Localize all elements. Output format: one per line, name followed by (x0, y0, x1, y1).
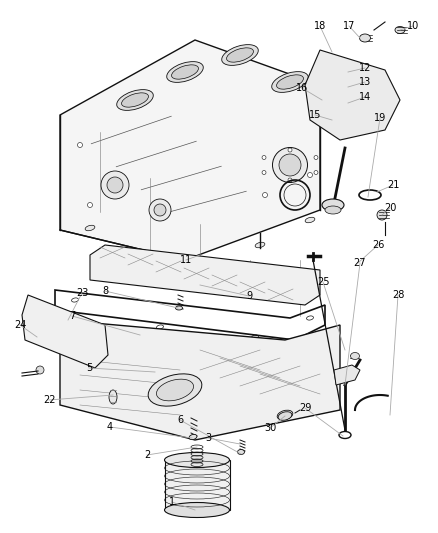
Polygon shape (60, 320, 340, 440)
Text: 10: 10 (407, 21, 419, 31)
Polygon shape (60, 40, 320, 260)
Ellipse shape (340, 87, 366, 113)
Text: 2: 2 (144, 450, 150, 460)
Ellipse shape (272, 148, 307, 182)
Ellipse shape (348, 95, 358, 105)
Ellipse shape (255, 243, 265, 248)
Ellipse shape (314, 156, 318, 159)
Ellipse shape (322, 199, 344, 211)
Text: 27: 27 (354, 258, 366, 268)
Ellipse shape (226, 48, 254, 62)
Ellipse shape (328, 86, 333, 91)
Ellipse shape (288, 148, 292, 152)
Text: 25: 25 (317, 277, 329, 287)
Text: 3: 3 (205, 433, 211, 443)
Polygon shape (22, 295, 108, 368)
Ellipse shape (350, 352, 360, 359)
Ellipse shape (117, 90, 153, 110)
Polygon shape (90, 245, 320, 305)
Text: 14: 14 (359, 92, 371, 102)
Polygon shape (165, 460, 230, 510)
Ellipse shape (277, 410, 293, 420)
Ellipse shape (148, 374, 202, 406)
Ellipse shape (32, 318, 38, 322)
Ellipse shape (176, 306, 183, 310)
Text: 1: 1 (169, 497, 175, 507)
Ellipse shape (154, 204, 166, 216)
Ellipse shape (88, 203, 92, 207)
Text: 11: 11 (180, 255, 192, 265)
Ellipse shape (135, 249, 145, 255)
Text: 8: 8 (102, 286, 108, 296)
Ellipse shape (172, 65, 198, 79)
Polygon shape (334, 365, 360, 385)
Text: 17: 17 (343, 21, 355, 31)
Text: 20: 20 (384, 203, 396, 213)
Text: 29: 29 (299, 403, 311, 413)
Text: 30: 30 (264, 423, 276, 433)
Ellipse shape (328, 109, 333, 114)
Ellipse shape (107, 177, 123, 193)
Ellipse shape (307, 173, 312, 177)
Text: 18: 18 (314, 21, 326, 31)
Ellipse shape (122, 93, 148, 107)
Ellipse shape (237, 449, 244, 455)
Ellipse shape (360, 34, 371, 42)
Text: 12: 12 (359, 63, 371, 73)
Ellipse shape (85, 225, 95, 231)
Ellipse shape (101, 171, 129, 199)
Ellipse shape (325, 206, 341, 214)
Ellipse shape (262, 171, 266, 174)
Ellipse shape (377, 210, 387, 220)
Ellipse shape (333, 80, 373, 120)
Text: 5: 5 (86, 363, 92, 373)
Ellipse shape (78, 142, 82, 148)
Ellipse shape (276, 75, 304, 89)
Ellipse shape (395, 27, 405, 34)
Text: 21: 21 (387, 180, 399, 190)
Ellipse shape (165, 453, 230, 467)
Ellipse shape (167, 62, 203, 83)
Text: 15: 15 (309, 110, 321, 120)
Ellipse shape (278, 411, 292, 420)
Ellipse shape (373, 109, 378, 114)
Text: 13: 13 (359, 77, 371, 87)
Ellipse shape (46, 321, 90, 349)
Text: 16: 16 (296, 83, 308, 93)
Ellipse shape (262, 156, 266, 159)
Ellipse shape (262, 192, 268, 198)
Text: 7: 7 (69, 311, 75, 321)
Text: 23: 23 (76, 288, 88, 298)
Ellipse shape (279, 154, 301, 176)
Ellipse shape (314, 171, 318, 174)
Ellipse shape (189, 434, 197, 440)
Ellipse shape (305, 217, 315, 223)
Ellipse shape (36, 366, 44, 374)
Text: 24: 24 (14, 320, 26, 330)
Polygon shape (305, 50, 400, 140)
Ellipse shape (373, 86, 378, 91)
Text: 26: 26 (372, 240, 384, 250)
Ellipse shape (156, 379, 194, 401)
Text: 28: 28 (392, 290, 404, 300)
Text: 22: 22 (43, 395, 55, 405)
Ellipse shape (288, 178, 292, 182)
Text: 9: 9 (246, 291, 252, 301)
Ellipse shape (195, 259, 205, 265)
Ellipse shape (149, 199, 171, 221)
Ellipse shape (272, 71, 308, 92)
Text: 19: 19 (374, 113, 386, 123)
Ellipse shape (165, 503, 230, 518)
Ellipse shape (222, 45, 258, 66)
Ellipse shape (109, 390, 117, 404)
Text: 4: 4 (107, 422, 113, 432)
Text: 6: 6 (177, 415, 183, 425)
Ellipse shape (92, 358, 98, 362)
Ellipse shape (53, 326, 83, 344)
